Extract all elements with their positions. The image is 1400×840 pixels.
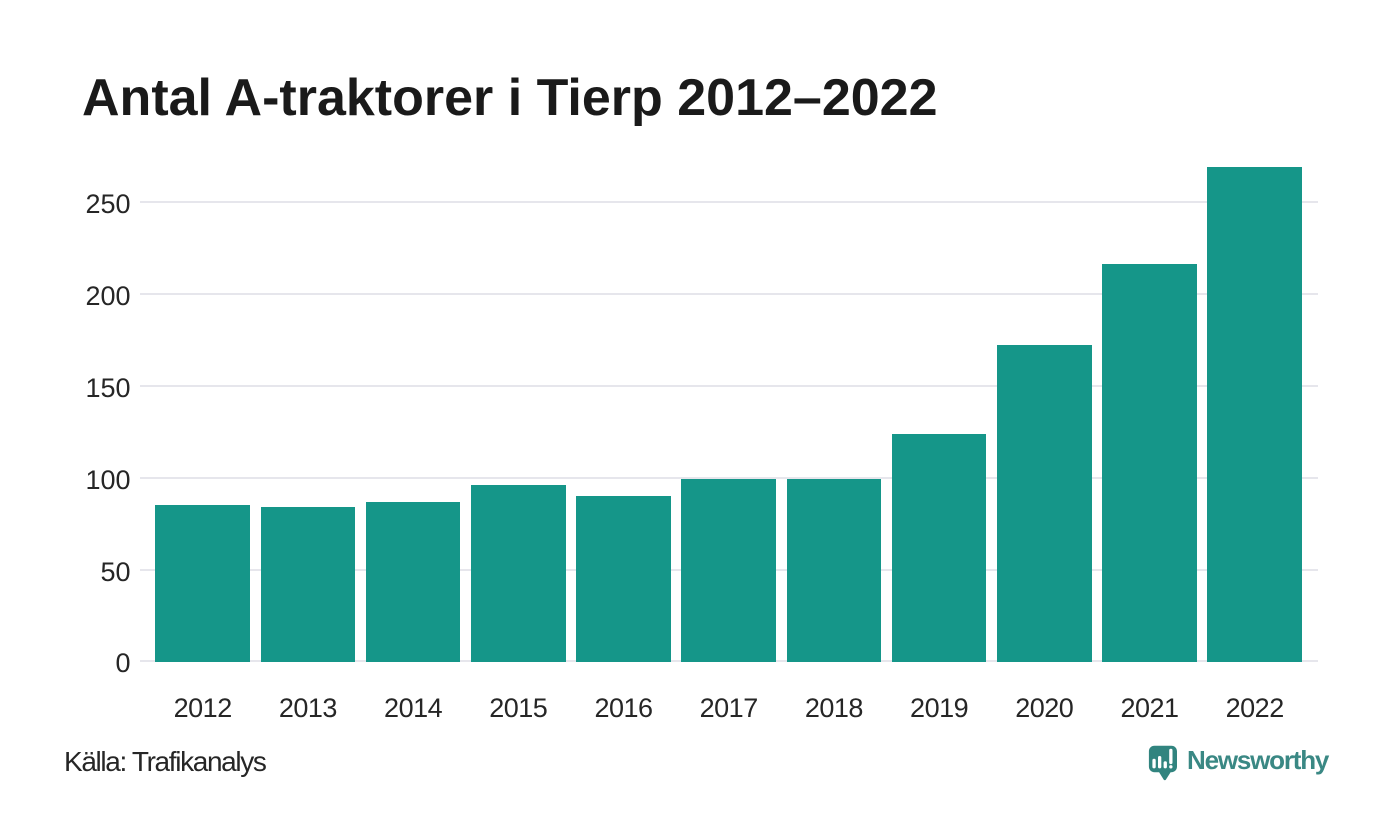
x-axis-tick-label: 2018 (804, 693, 864, 723)
gridline-y-150 (140, 384, 1318, 387)
gridline-y-250 (140, 201, 1318, 203)
bar-2016 (576, 496, 671, 663)
bar-2018 (786, 479, 882, 663)
gridline-y-100 (140, 476, 1318, 479)
y-axis-tick-label: 50 (100, 556, 131, 587)
x-axis-tick-label: 2022 (1225, 693, 1285, 723)
source-note: Källa: Trafikanalys (64, 746, 267, 777)
x-axis-tick-label: 2021 (1120, 693, 1179, 723)
y-axis-tick-label: 250 (85, 189, 131, 219)
x-axis-tick-label: 2012 (173, 693, 233, 723)
y-axis-tick-label: 100 (85, 464, 131, 495)
y-axis-tick-label: 0 (115, 648, 131, 679)
gridline-y-200 (140, 292, 1318, 295)
bar-2014 (365, 501, 461, 663)
x-axis-tick-label: 2015 (489, 693, 548, 723)
bar-2013 (260, 507, 356, 663)
y-axis-tick-label: 200 (85, 280, 131, 311)
bar-2019 (891, 433, 987, 663)
x-axis-tick-label: 2013 (278, 693, 338, 723)
x-axis-tick-label: 2020 (1015, 693, 1074, 723)
y-axis-tick-label: 150 (85, 372, 131, 403)
newsworthy-logo: Newsworthy (1148, 745, 1329, 782)
bar-2021 (1102, 264, 1197, 663)
newsworthy-logo-text: Newsworthy (1187, 745, 1329, 775)
x-axis-tick-label: 2019 (910, 693, 969, 723)
bar-2015 (471, 484, 566, 663)
bar-2017 (681, 479, 776, 663)
bar-2012 (155, 505, 250, 663)
newsworthy-logo-icon (1148, 745, 1177, 781)
x-axis-tick-label: 2016 (594, 693, 653, 723)
bar-2020 (997, 345, 1092, 663)
x-axis-tick-label: 2017 (699, 693, 759, 723)
bar-2022 (1207, 167, 1302, 663)
x-axis-tick-label: 2014 (384, 693, 443, 723)
chart-title: Antal A-traktorer i Tierp 2012–2022 (82, 69, 938, 127)
